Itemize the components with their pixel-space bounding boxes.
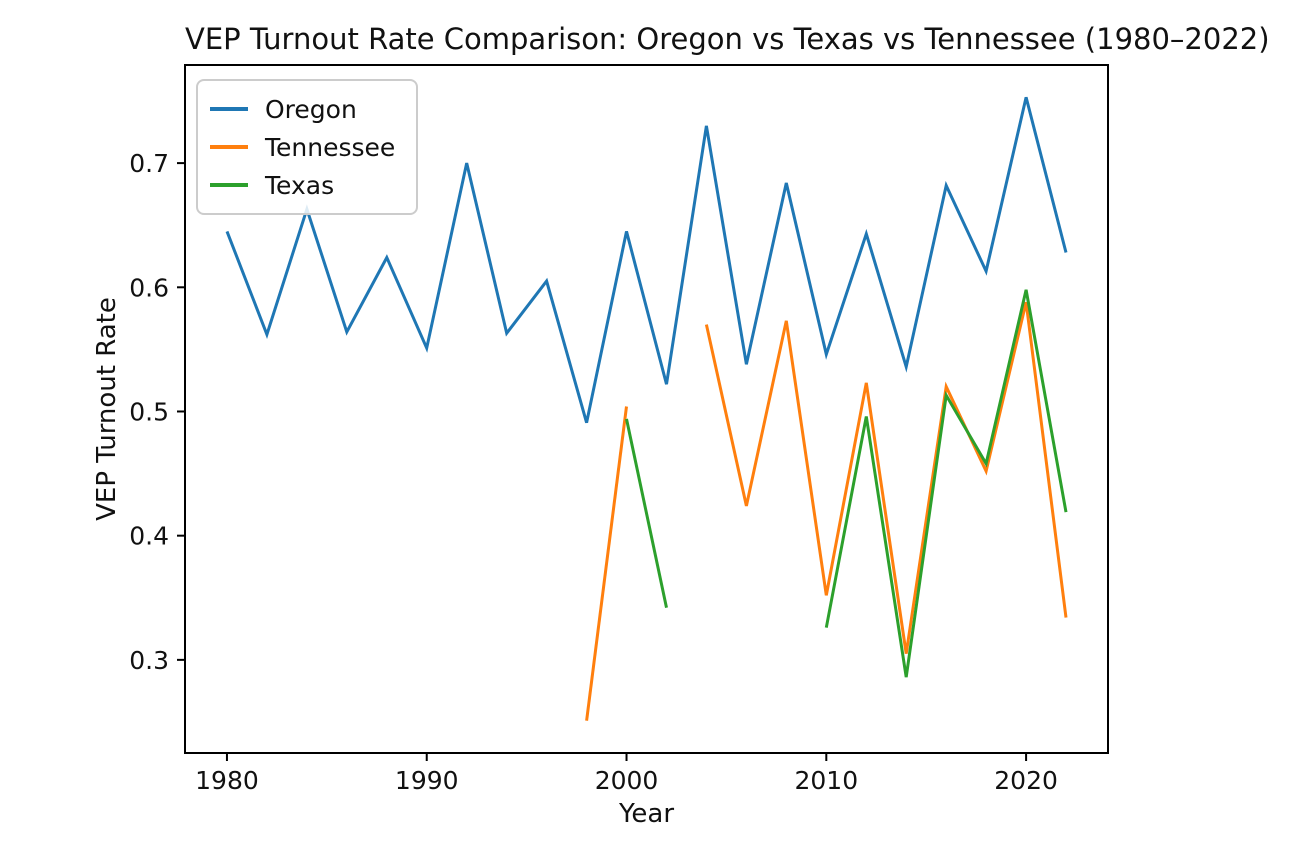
- x-tick-label: 1990: [395, 766, 459, 795]
- chart-title: VEP Turnout Rate Comparison: Oregon vs T…: [185, 22, 1270, 56]
- y-tick-label: 0.5: [129, 397, 169, 426]
- legend: Oregon Tennessee Texas: [196, 79, 418, 215]
- series-line-texas: [824, 289, 1068, 678]
- legend-item-tennessee: Tennessee: [210, 128, 404, 166]
- x-tick-label: 2000: [595, 766, 659, 795]
- plot-border: [184, 64, 1109, 754]
- y-axis-label: VEP Turnout Rate: [92, 297, 122, 521]
- series-line-oregon: [225, 96, 1068, 424]
- x-tick-label: 2010: [794, 766, 858, 795]
- legend-swatch-oregon: [210, 107, 248, 111]
- x-tick-label: 1980: [195, 766, 259, 795]
- x-tick-label: 2020: [994, 766, 1058, 795]
- x-axis-label: Year: [618, 799, 675, 829]
- series-line-tennessee: [585, 406, 628, 721]
- legend-label-texas: Texas: [265, 170, 335, 200]
- y-tick-label: 0.4: [129, 522, 169, 551]
- legend-label-oregon: Oregon: [265, 94, 357, 124]
- y-tick-label: 0.7: [129, 149, 169, 178]
- legend-swatch-texas: [210, 183, 248, 187]
- legend-item-oregon: Oregon: [210, 90, 404, 128]
- series-line-texas: [625, 418, 668, 609]
- legend-swatch-tennessee: [210, 145, 248, 149]
- legend-label-tennessee: Tennessee: [265, 132, 396, 162]
- series-line-tennessee: [704, 301, 1068, 654]
- y-tick-label: 0.3: [129, 646, 169, 675]
- y-tick-label: 0.6: [129, 273, 169, 302]
- legend-item-texas: Texas: [210, 166, 404, 204]
